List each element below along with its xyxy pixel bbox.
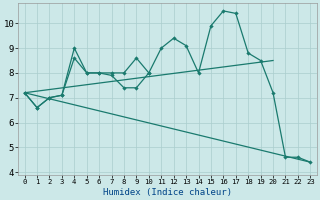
X-axis label: Humidex (Indice chaleur): Humidex (Indice chaleur) <box>103 188 232 197</box>
